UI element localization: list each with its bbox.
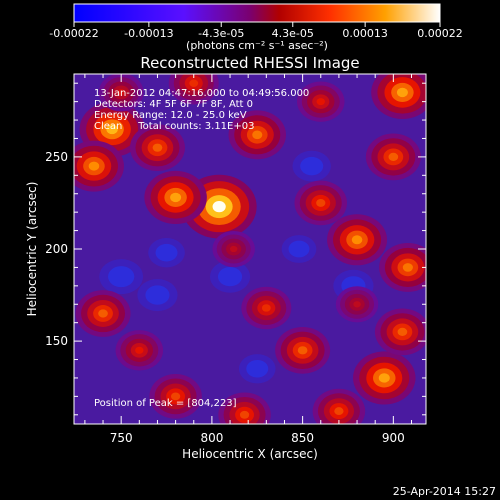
heatmap-blob — [229, 245, 238, 253]
y-tick-label: 250 — [45, 150, 68, 164]
heatmap-dip — [108, 266, 135, 288]
heatmap-blob — [396, 87, 408, 98]
heatmap-dip — [145, 285, 170, 305]
x-tick-label: 900 — [382, 431, 405, 445]
y-axis-label: Heliocentric Y (arcsec) — [25, 182, 39, 317]
chart-title: Reconstructed RHESSI Image — [140, 54, 359, 72]
heatmap-blob — [117, 89, 126, 96]
annotation-energy: Energy Range: 12.0 - 25.0 keV — [94, 110, 247, 121]
heatmap-dip — [246, 359, 269, 378]
colorbar-tick-label: -0.00022 — [49, 27, 98, 40]
heatmap-blob — [316, 199, 326, 207]
x-tick-label: 800 — [200, 431, 223, 445]
y-tick-label: 200 — [45, 242, 68, 256]
heatmap-blob — [378, 373, 390, 383]
annotation-time: 13-Jan-2012 04:47:16.000 to 04:49:56.000 — [94, 88, 309, 99]
x-axis-label: Heliocentric X (arcsec) — [182, 447, 318, 461]
heatmap-blob — [316, 98, 325, 106]
x-tick-label: 850 — [291, 431, 314, 445]
heatmap-blob — [353, 301, 361, 308]
heatmap-blob — [189, 79, 199, 87]
heatmap-blob — [239, 410, 250, 419]
heatmap-blob — [297, 346, 308, 355]
heatmap-blob — [334, 407, 344, 416]
heatmap-blob — [397, 327, 408, 337]
heatmap-blob — [170, 392, 181, 401]
colorbar-unit-label: (photons cm⁻² s⁻¹ asec⁻²) — [186, 39, 328, 52]
heatmap-dip — [155, 243, 178, 262]
y-tick-label: 150 — [45, 334, 68, 348]
heatmap-blob — [106, 124, 118, 135]
x-tick-label: 750 — [110, 431, 133, 445]
heatmap-blob — [351, 235, 363, 245]
annotation-counts: Clean Total counts: 3.11E+03 — [94, 121, 254, 132]
colorbar-tick-label: -0.00013 — [124, 27, 173, 40]
peak-position-label: Position of Peak = [804,223] — [94, 398, 237, 409]
annotation-detectors: Detectors: 4F 5F 6F 7F 8F, Att 0 — [94, 99, 253, 110]
heatmap-blob — [252, 130, 263, 140]
annotation-block: 13-Jan-2012 04:47:16.000 to 04:49:56.000… — [94, 88, 309, 132]
heatmap-blob — [212, 201, 226, 213]
heatmap-blob — [135, 346, 144, 354]
colorbar — [73, 3, 441, 23]
colorbar-tick-label: 0.00013 — [342, 27, 388, 40]
heatmap-blob — [261, 304, 271, 312]
heatmap-blob — [388, 152, 399, 162]
heatmap-area — [74, 74, 426, 424]
heatmap-dip — [300, 156, 324, 176]
heatmap-blob — [88, 161, 100, 171]
heatmap-blob — [98, 309, 108, 318]
colorbar-tick-label: 0.00022 — [417, 27, 463, 40]
colorbar-tick-label: 4.3e-05 — [272, 27, 314, 40]
heatmap-blob — [170, 192, 182, 203]
heatmap-blob — [402, 263, 413, 272]
axis-ticks: 750 800 850 900 150 200 250 — [45, 74, 426, 445]
heatmap-dip — [217, 266, 243, 287]
colorbar-tick-label: -4.3e-05 — [198, 27, 244, 40]
heatmap-dip — [288, 240, 310, 258]
footer-date: 25-Apr-2014 15:27 — [393, 485, 496, 498]
heatmap-blob — [152, 143, 163, 152]
colorbar-ticks: -0.00022 -0.00013 -4.3e-05 4.3e-05 0.00013 0.… — [49, 22, 463, 40]
